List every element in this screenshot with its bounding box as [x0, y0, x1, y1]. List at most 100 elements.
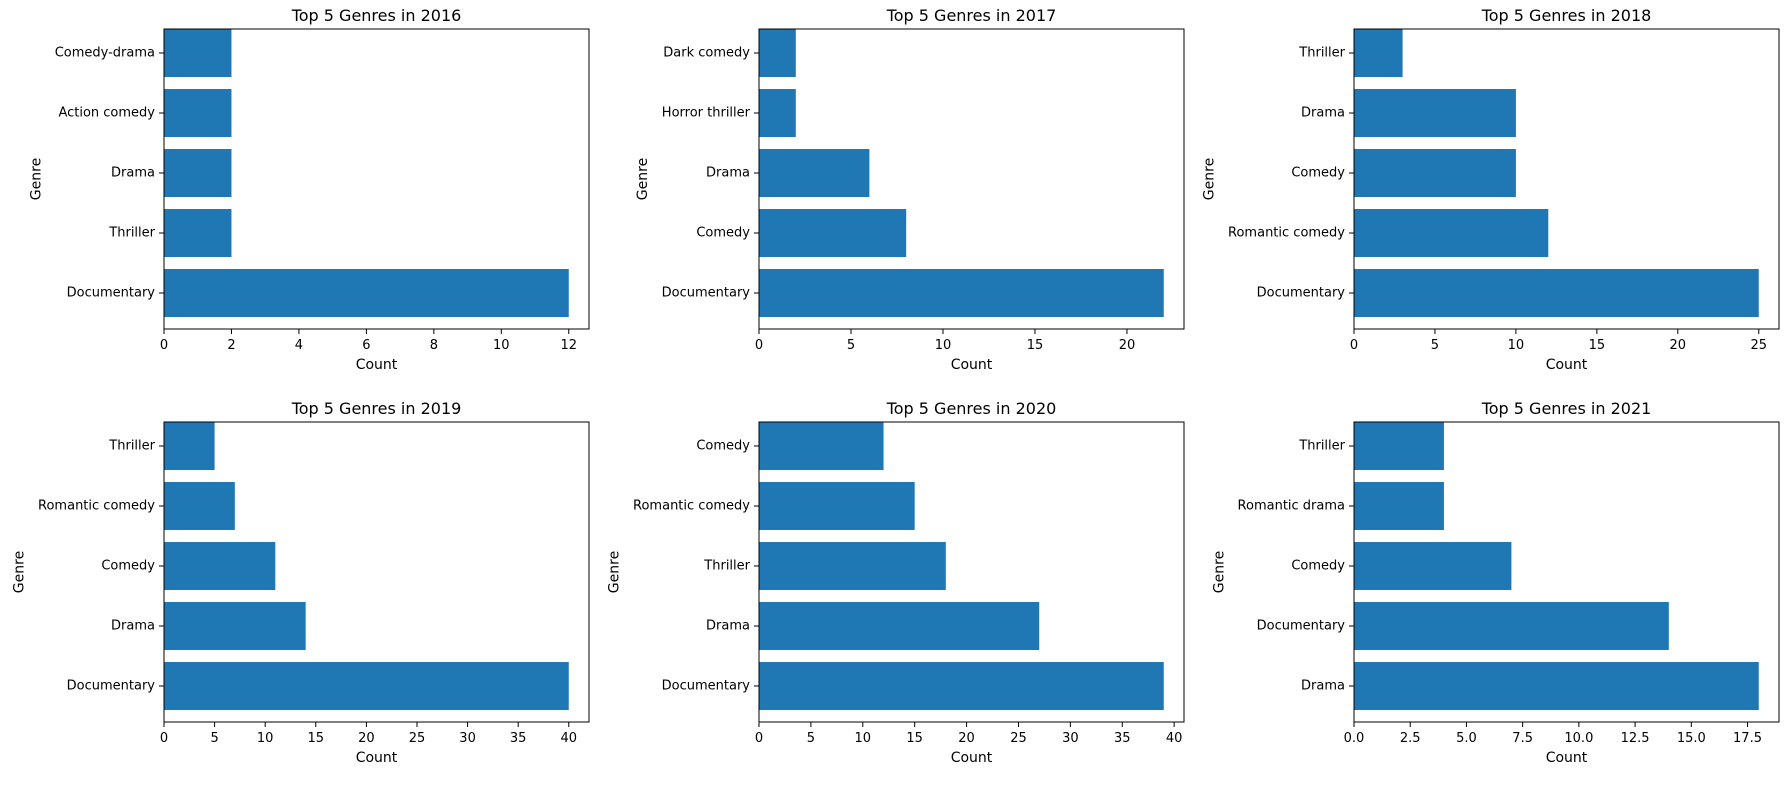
x-tick-label-5-1: 2.5 — [1400, 731, 1421, 746]
axes-frame-3 — [163, 421, 590, 723]
x-tick-label-3-7: 35 — [510, 731, 527, 746]
x-tick-label-5-7: 17.5 — [1733, 731, 1762, 746]
y-tick-label-2-4: Thriller — [1298, 46, 1345, 61]
y-axis-label-1: Genre — [635, 158, 651, 200]
x-tick-label-2-3: 15 — [1589, 338, 1606, 353]
chart-title-4: Top 5 Genres in 2020 — [886, 399, 1057, 418]
bar-5-1 — [1354, 602, 1669, 650]
x-tick-label-4-0: 0 — [755, 731, 763, 746]
chart-panel-3: Documentary Drama Comedy Romantic comedy Thr… — [12, 399, 590, 766]
y-axis-label-0: Genre — [29, 158, 45, 200]
x-axis-label-5: Count — [1546, 750, 1588, 766]
y-tick-label-0-2: Drama — [111, 166, 155, 181]
bar-3-4 — [164, 422, 215, 470]
y-tick-label-1-4: Dark comedy — [663, 46, 750, 61]
y-tick-label-3-2: Comedy — [101, 559, 155, 574]
x-tick-label-4-5: 25 — [1010, 731, 1027, 746]
y-tick-label-0-1: Thriller — [108, 226, 155, 241]
y-tick-label-2-2: Comedy — [1291, 166, 1345, 181]
chart-title-0: Top 5 Genres in 2016 — [291, 6, 462, 25]
x-tick-label-5-4: 10.0 — [1564, 731, 1593, 746]
x-axis-label-0: Count — [356, 357, 398, 373]
y-tick-label-5-2: Comedy — [1291, 559, 1345, 574]
x-tick-label-4-7: 35 — [1114, 731, 1131, 746]
x-tick-label-3-1: 5 — [210, 731, 218, 746]
bar-2-2 — [1354, 149, 1516, 197]
y-tick-label-3-0: Documentary — [67, 679, 156, 694]
axes-frame-4 — [758, 421, 1185, 723]
x-tick-label-2-1: 5 — [1431, 338, 1439, 353]
y-tick-label-1-2: Drama — [706, 166, 750, 181]
y-tick-label-4-2: Thriller — [703, 559, 750, 574]
x-axis-label-2: Count — [1546, 357, 1588, 373]
x-tick-label-3-4: 20 — [358, 731, 375, 746]
chart-panel-5: Drama Documentary Comedy Romantic drama Thri… — [1212, 399, 1780, 766]
bar-0-3 — [164, 89, 232, 137]
x-tick-label-0-3: 6 — [362, 338, 370, 353]
y-tick-label-5-1: Documentary — [1257, 619, 1346, 634]
y-tick-label-1-0: Documentary — [662, 286, 751, 301]
bar-4-3 — [759, 482, 915, 530]
chart-panel-4: Documentary Drama Thriller Romantic comedy C… — [607, 399, 1185, 766]
x-tick-label-2-4: 20 — [1670, 338, 1687, 353]
bar-0-1 — [164, 209, 232, 257]
bar-1-1 — [759, 209, 907, 257]
x-tick-label-1-0: 0 — [755, 338, 763, 353]
bar-2-3 — [1354, 89, 1516, 137]
y-tick-label-5-3: Romantic drama — [1238, 499, 1345, 514]
y-tick-label-4-0: Documentary — [662, 679, 751, 694]
y-tick-label-0-0: Documentary — [67, 286, 156, 301]
y-tick-label-4-4: Comedy — [696, 439, 750, 454]
chart-panel-2: Documentary Romantic comedy Comedy Drama Thr… — [1202, 6, 1780, 373]
bar-4-1 — [759, 602, 1040, 650]
y-axis-label-4: Genre — [607, 551, 623, 593]
x-tick-label-3-3: 15 — [308, 731, 325, 746]
bar-3-1 — [164, 602, 306, 650]
x-tick-label-0-5: 10 — [493, 338, 510, 353]
bar-5-0 — [1354, 662, 1759, 710]
x-tick-label-1-2: 10 — [935, 338, 952, 353]
axes-frame-2 — [1353, 28, 1780, 330]
x-axis-label-4: Count — [951, 750, 993, 766]
y-axis-label-2: Genre — [1202, 158, 1218, 200]
y-tick-label-1-3: Horror thriller — [662, 106, 751, 121]
axes-frame-5 — [1353, 421, 1780, 723]
chart-title-1: Top 5 Genres in 2017 — [886, 6, 1057, 25]
x-tick-label-2-5: 25 — [1750, 338, 1767, 353]
bar-1-4 — [759, 29, 796, 77]
bar-4-4 — [759, 422, 884, 470]
bar-3-3 — [164, 482, 235, 530]
bar-4-2 — [759, 542, 946, 590]
y-tick-label-4-3: Romantic comedy — [633, 499, 750, 514]
bar-5-4 — [1354, 422, 1444, 470]
x-tick-label-3-2: 10 — [257, 731, 274, 746]
x-tick-label-1-1: 5 — [847, 338, 855, 353]
axes-frame-0 — [163, 28, 590, 330]
y-tick-label-1-1: Comedy — [696, 226, 750, 241]
bar-4-0 — [759, 662, 1164, 710]
x-tick-label-0-4: 8 — [430, 338, 438, 353]
bar-0-2 — [164, 149, 232, 197]
bar-1-2 — [759, 149, 870, 197]
x-tick-label-2-0: 0 — [1350, 338, 1358, 353]
x-tick-label-3-6: 30 — [459, 731, 476, 746]
bar-2-4 — [1354, 29, 1403, 77]
bar-1-3 — [759, 89, 796, 137]
x-tick-label-4-8: 40 — [1166, 731, 1183, 746]
x-axis-label-1: Count — [951, 357, 993, 373]
x-tick-label-2-2: 10 — [1508, 338, 1525, 353]
bar-0-0 — [164, 269, 569, 317]
y-tick-label-4-1: Drama — [706, 619, 750, 634]
y-tick-label-2-0: Documentary — [1257, 286, 1346, 301]
bar-5-2 — [1354, 542, 1512, 590]
y-tick-label-3-3: Romantic comedy — [38, 499, 155, 514]
bar-0-4 — [164, 29, 232, 77]
y-tick-label-0-4: Comedy-drama — [55, 46, 155, 61]
chart-title-3: Top 5 Genres in 2019 — [291, 399, 462, 418]
bar-5-3 — [1354, 482, 1444, 530]
x-tick-label-0-1: 2 — [227, 338, 235, 353]
x-tick-label-4-1: 5 — [807, 731, 815, 746]
x-tick-label-3-0: 0 — [160, 731, 168, 746]
